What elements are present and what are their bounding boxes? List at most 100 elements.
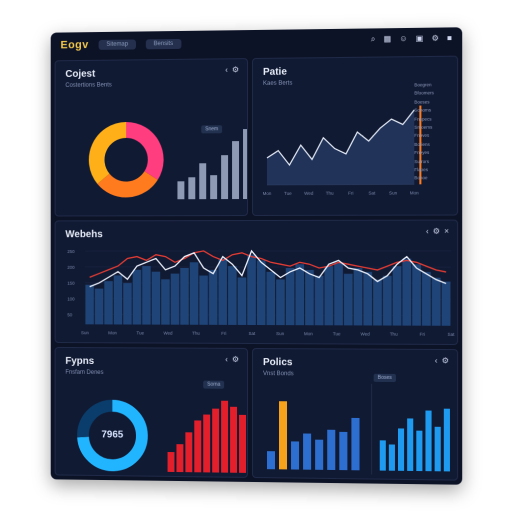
- x-tick-label: Mon: [263, 191, 272, 196]
- x-tick-label: Sat: [448, 332, 456, 337]
- bar: [324, 266, 333, 325]
- bar: [383, 276, 392, 326]
- x-tick-label: Tue: [333, 331, 341, 336]
- panel-patie: Patie Kaes Berts Mon Tue Wed Thu Fri Sat Sun Mo…: [252, 56, 458, 216]
- bar: [168, 452, 175, 472]
- bar: [203, 415, 210, 473]
- bar: [247, 255, 256, 325]
- y-tick-label: 50: [67, 312, 72, 317]
- legend-item: Fneyes: [414, 149, 443, 158]
- donut-slice: [103, 176, 151, 190]
- bar-chart: [168, 400, 246, 473]
- bar: [194, 420, 201, 472]
- bar: [152, 272, 161, 325]
- bar: [95, 289, 103, 325]
- bar: [232, 141, 239, 199]
- bar: [161, 279, 170, 324]
- x-tick-label: Fri: [221, 331, 226, 336]
- panel-fypns: Fypns Fnsfam Denes ‹ ⚙ Sorna 7965: [55, 347, 248, 478]
- header-icons: ⌕ ▦ ☺ ▣ ⚙ ■: [371, 33, 452, 44]
- grid-icon[interactable]: ▦: [383, 34, 391, 44]
- bar: [209, 270, 218, 325]
- donut-slice: [97, 130, 126, 179]
- bar-chart: [177, 129, 248, 199]
- donut-slice: [126, 130, 156, 176]
- bar: [422, 272, 431, 326]
- x-tick-label: Sun: [389, 190, 398, 195]
- bar: [363, 272, 372, 326]
- panel-webehs: Webehs ‹ ⚙ × 250 200 150 100 50 Sun Mon Tue Wed T…: [55, 220, 459, 345]
- legend-item: Fnspecs: [414, 115, 443, 124]
- nav-pill-bensits[interactable]: Bensits: [146, 39, 181, 49]
- donut-center-value: 7965: [101, 429, 123, 440]
- legend-item: Smoems: [414, 124, 443, 133]
- bar: [315, 440, 323, 470]
- legend-item: Boegren: [414, 81, 443, 90]
- x-tick-label: Mon: [304, 331, 313, 336]
- bar-charts: [253, 349, 458, 481]
- bar: [190, 262, 199, 324]
- bar: [327, 430, 335, 470]
- bar: [238, 277, 247, 324]
- bar: [315, 276, 324, 326]
- settings-icon[interactable]: ⚙: [432, 34, 439, 44]
- bar: [185, 432, 192, 472]
- legend-item: Bfoomers: [414, 90, 443, 99]
- user-icon[interactable]: ☺: [399, 34, 407, 44]
- x-tick-label: Thu: [192, 331, 200, 336]
- legend: Boegren Bfoomers Boeses Sonoms Fnspecs S…: [414, 81, 443, 183]
- x-tick-label: Tue: [136, 330, 144, 335]
- bar: [402, 259, 411, 326]
- line-area: [267, 110, 414, 185]
- brand-logo[interactable]: Eogv: [60, 39, 88, 51]
- bar: [210, 175, 217, 199]
- bar: [354, 268, 363, 325]
- donut-chart: [97, 130, 156, 190]
- panel-chart: [56, 59, 248, 216]
- y-tick-label: 100: [67, 297, 75, 302]
- bar: [228, 266, 237, 325]
- square-icon[interactable]: ■: [447, 33, 452, 43]
- bar: [177, 181, 184, 199]
- bar: [286, 268, 295, 325]
- bar: [276, 279, 285, 325]
- bar: [142, 266, 151, 325]
- x-tick-label: Wed: [304, 191, 314, 196]
- bar: [305, 270, 314, 325]
- bar: [243, 129, 248, 199]
- panel-chart: 7965: [56, 348, 248, 478]
- y-tick-label: 150: [67, 281, 75, 286]
- legend-item: Sutrors: [414, 158, 443, 167]
- bar: [104, 281, 112, 324]
- x-tick-label: Sat: [369, 191, 377, 196]
- bar: [334, 262, 343, 325]
- search-icon[interactable]: ⌕: [371, 34, 376, 44]
- x-tick-label: Thu: [326, 191, 334, 196]
- bar: [291, 441, 299, 469]
- legend-item: Sonoms: [414, 107, 443, 116]
- legend-item: Fnoves: [414, 132, 443, 141]
- bar: [393, 266, 402, 325]
- x-tick-label: Sun: [276, 331, 285, 336]
- bar: [442, 282, 451, 326]
- lock-icon[interactable]: ▣: [416, 34, 424, 44]
- nav-pill-sitemap[interactable]: Sitemap: [99, 39, 136, 49]
- bar: [199, 276, 208, 325]
- bar: [266, 272, 275, 325]
- bar: [435, 427, 441, 472]
- bar: [444, 409, 450, 472]
- x-tick-label: Thu: [390, 332, 398, 337]
- combo-chart: 250 200 150 100 50 Sun Mon Tue Wed Thu Fri Sat Sun Mo…: [56, 221, 459, 345]
- bar: [85, 285, 93, 325]
- x-tick-label: Mon: [410, 190, 419, 195]
- bar: [133, 270, 142, 325]
- bar: [176, 444, 183, 472]
- bar: [267, 451, 275, 469]
- x-tick-label: Tue: [284, 191, 292, 196]
- dashboard-window: Eogv Sitemap Bensits Cojest Costertions …: [51, 27, 462, 484]
- bar: [123, 283, 131, 325]
- bar: [239, 415, 246, 473]
- x-tick-label: Wed: [360, 331, 370, 336]
- x-tick-label: Sat: [249, 331, 257, 336]
- bar: [221, 401, 228, 473]
